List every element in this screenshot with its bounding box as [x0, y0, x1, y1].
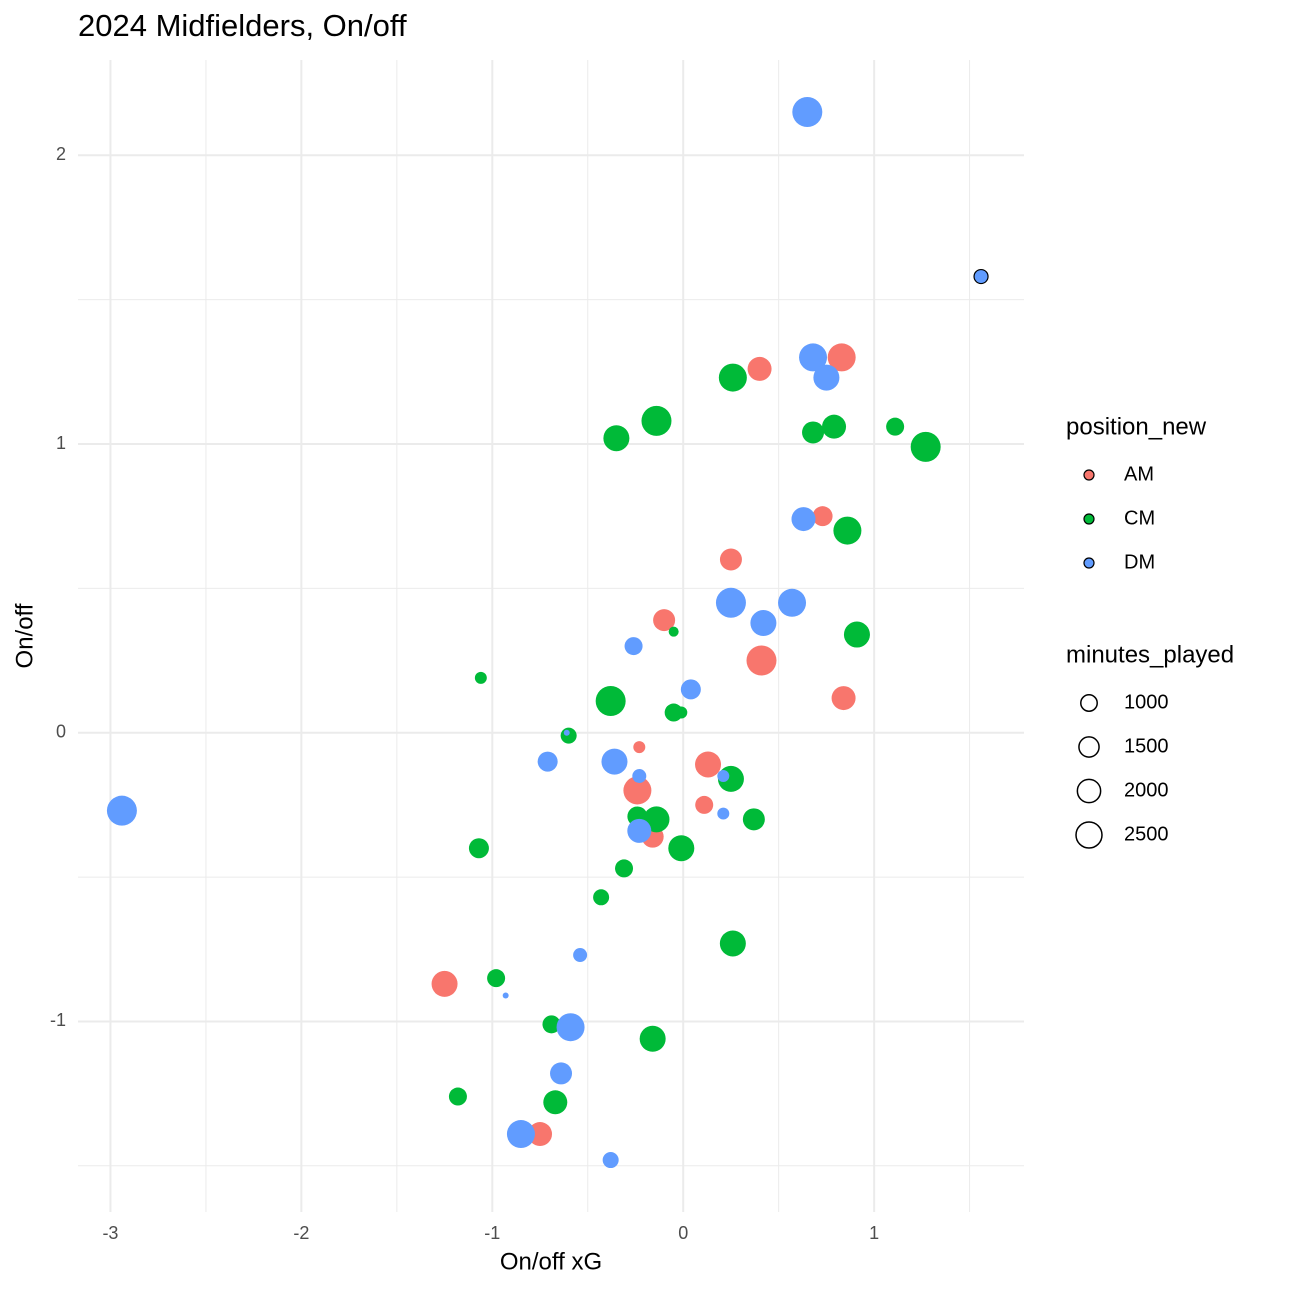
point [639, 1025, 666, 1052]
point [799, 343, 828, 372]
point [560, 727, 577, 744]
point [641, 405, 672, 436]
point [624, 637, 643, 656]
point [812, 506, 833, 527]
y-tick-label: 0 [56, 721, 66, 741]
point [827, 343, 856, 372]
y-tick-label: -1 [50, 1010, 66, 1030]
x-tick-label: -1 [484, 1223, 500, 1243]
legend-size-label: 2500 [1124, 823, 1169, 845]
point [813, 364, 840, 391]
point [601, 748, 628, 775]
point [573, 948, 588, 963]
legend-label: CM [1124, 507, 1155, 529]
point [822, 414, 847, 439]
point [695, 795, 714, 814]
point [537, 751, 558, 772]
point [593, 889, 610, 906]
point [653, 609, 676, 632]
point [719, 548, 742, 571]
legend-key [1083, 469, 1095, 481]
x-axis-label: On/off xG [500, 1248, 602, 1275]
point [506, 1120, 535, 1149]
legend-size-label: 1500 [1124, 735, 1169, 757]
point [528, 1122, 553, 1147]
point [502, 992, 509, 999]
point [675, 706, 688, 719]
point [695, 751, 722, 778]
point [615, 859, 634, 878]
point [448, 1087, 467, 1106]
point [747, 356, 772, 381]
point [718, 363, 747, 392]
size-legend-title: minutes_played [1066, 641, 1234, 668]
point [468, 838, 489, 859]
point [778, 588, 807, 617]
point [746, 645, 777, 676]
color-legend-title: position_new [1066, 413, 1207, 440]
legend-label: DM [1124, 551, 1155, 573]
point [717, 807, 730, 820]
point [595, 685, 626, 716]
legend-size-label: 1000 [1124, 691, 1169, 713]
point [792, 96, 823, 127]
x-tick-label: -2 [293, 1223, 309, 1243]
legend-size-key [1076, 778, 1102, 804]
point [602, 1152, 619, 1169]
point [632, 769, 647, 784]
point [717, 770, 730, 783]
x-tick-label: -3 [102, 1223, 118, 1243]
point [715, 587, 746, 618]
point [973, 268, 989, 285]
point [563, 729, 570, 736]
point [542, 1015, 561, 1034]
legend-size-label: 2000 [1124, 779, 1169, 801]
point [668, 626, 679, 637]
point [831, 686, 856, 711]
point [680, 679, 701, 700]
legend-label: AM [1124, 463, 1154, 485]
y-axis-label: On/off [11, 603, 38, 668]
point [106, 795, 137, 826]
legend-size-key [1075, 821, 1103, 849]
x-tick-label: 1 [869, 1223, 879, 1243]
point [833, 516, 862, 545]
point [742, 808, 765, 831]
point [719, 930, 746, 957]
legend-key [1083, 557, 1095, 569]
x-tick-label: 0 [678, 1223, 688, 1243]
point [843, 621, 870, 648]
point [556, 1013, 585, 1042]
point [487, 969, 506, 988]
point [623, 776, 652, 805]
y-tick-label: 1 [56, 433, 66, 453]
point [791, 507, 816, 532]
point [550, 1062, 573, 1085]
y-tick-label: 2 [56, 144, 66, 164]
point [633, 741, 646, 754]
point [543, 1090, 568, 1115]
chart-title: 2024 Midfielders, On/off [78, 8, 407, 43]
point [750, 610, 777, 637]
point [431, 970, 458, 997]
point [474, 671, 487, 684]
point [603, 425, 630, 452]
point [627, 818, 652, 843]
point [886, 417, 905, 436]
legend-size-key [1078, 736, 1100, 758]
point [668, 835, 695, 862]
legend-size-key [1080, 694, 1098, 712]
point [802, 421, 825, 444]
point [910, 431, 941, 462]
legend-key [1083, 513, 1095, 525]
